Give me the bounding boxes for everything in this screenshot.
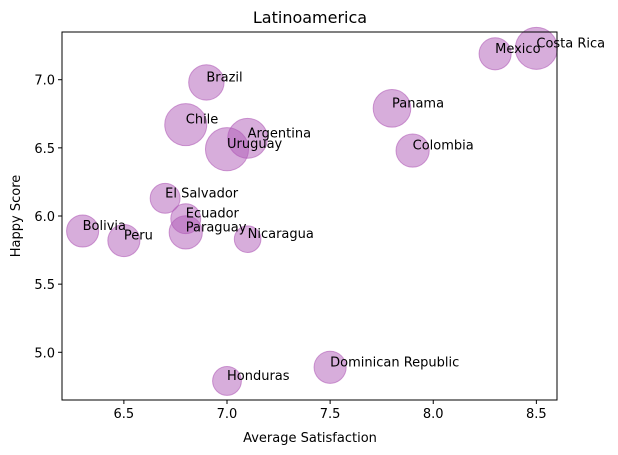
x-tick-label: 6.5 [114, 407, 135, 422]
chart-title: Latinoamerica [253, 8, 367, 27]
plot-frame [61, 31, 558, 401]
point-label: Peru [124, 229, 153, 244]
point-label: Mexico [495, 42, 540, 57]
point-label: Brazil [206, 70, 242, 85]
x-tick-label: 8.0 [423, 407, 444, 422]
x-tick-label: 8.5 [526, 407, 547, 422]
y-tick-label: 5.5 [34, 278, 55, 293]
scatter-point [66, 214, 100, 248]
y-axis: 5.0 5.5 6.0 6.5 7.0 [34, 74, 62, 361]
scatter-point [188, 64, 225, 101]
y-tick-label: 5.0 [34, 346, 55, 361]
scatter-point [478, 37, 512, 71]
point-label: Chile [186, 113, 219, 128]
y-tick-label: 6.5 [34, 142, 55, 157]
scatter-point [227, 117, 269, 159]
scatter-point [233, 225, 262, 253]
scatter-point [149, 182, 181, 214]
y-tick-label: 7.0 [34, 74, 55, 89]
point-label: Panama [392, 96, 444, 111]
point-label: Uruguay [227, 137, 283, 152]
point-label: Argentina [248, 126, 311, 141]
scatter-point [170, 203, 202, 235]
point-label: Bolivia [83, 219, 126, 234]
point-label: Costa Rica [536, 36, 605, 51]
scatter-point [164, 103, 208, 147]
scatter-point [212, 366, 242, 396]
point-label: Dominican Republic [330, 355, 459, 370]
point-label: Paraguay [186, 220, 247, 235]
y-tick-label: 6.0 [34, 210, 55, 225]
point-label: Colombia [413, 139, 474, 154]
scatter-point [372, 89, 412, 128]
marker-layer [66, 26, 558, 396]
scatter-point [107, 223, 141, 258]
point-label: Honduras [227, 369, 290, 384]
point-label: Ecuador [186, 207, 240, 222]
y-axis-title: Happy Score [9, 175, 24, 257]
scatter-point [395, 133, 430, 168]
point-label: Nicaragua [248, 227, 314, 242]
x-axis: 6.5 7.0 7.5 8.0 8.5 [114, 400, 547, 422]
x-tick-label: 7.0 [217, 407, 238, 422]
scatter-point [313, 350, 347, 384]
point-label: El Salvador [165, 186, 239, 201]
x-tick-label: 7.5 [320, 407, 341, 422]
x-axis-title: Average Satisfaction [243, 431, 377, 446]
